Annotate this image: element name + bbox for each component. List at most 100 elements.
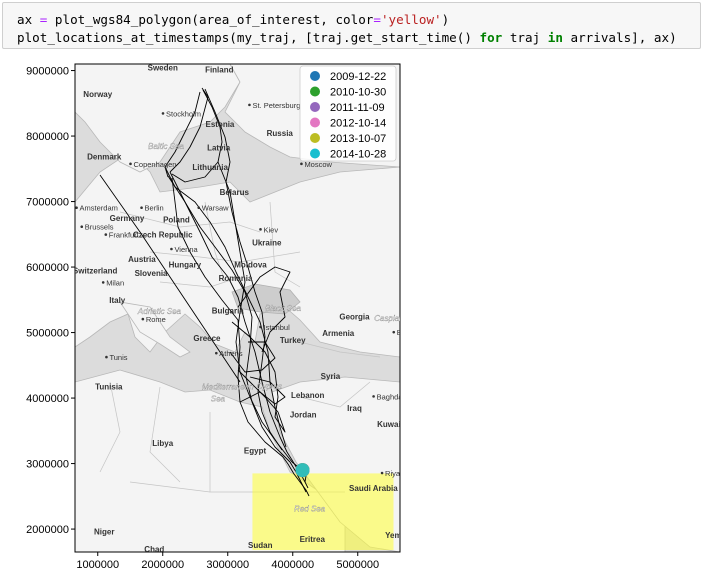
legend-marker (310, 86, 320, 97)
map-label: Jordan (290, 411, 317, 420)
map-label: Belarus (220, 188, 250, 197)
map-label: Russia (267, 129, 294, 138)
city-dot (161, 112, 165, 115)
map-label: Finland (205, 66, 234, 75)
land-italy (119, 301, 191, 358)
y-tick-label: 4000000 (26, 393, 69, 405)
map-label: Greece (193, 334, 221, 343)
map-label: Norway (83, 90, 112, 99)
map-label: St. Petersburg (252, 101, 300, 110)
map-label: Caspian (374, 314, 404, 323)
code-text[interactable]: ax = plot_wgs84_polygon(area_of_interest… (17, 11, 677, 47)
map-label: Amsterdam (80, 204, 118, 213)
map-label: Libya (152, 439, 173, 448)
map-label: Stockholm (166, 109, 201, 118)
map-label: Yemen (385, 531, 411, 540)
map-label: Athens (219, 349, 243, 358)
map-label: Estonia (205, 120, 234, 129)
map-label: Rome (146, 315, 166, 324)
y-axis: 9000000 8000000 7000000 6000000 5000000 40000… (26, 66, 75, 536)
map-label: Niger (94, 527, 114, 536)
map-label: Kuwait (377, 420, 404, 429)
x-tick-label: 1000000 (76, 559, 119, 571)
city-dot (80, 225, 84, 229)
x-tick-label: 5000000 (336, 559, 379, 571)
map-label: Brussels (85, 223, 114, 232)
map-label: Baltic Sea (148, 142, 185, 151)
city-dot (215, 351, 218, 355)
city-dot (101, 281, 105, 284)
city-dot (300, 162, 303, 166)
city-dot (141, 317, 145, 321)
area-of-interest (252, 473, 394, 551)
map-label: Copenhagen (134, 160, 177, 169)
map-label: Black Sea (265, 304, 302, 313)
legend-frame (299, 65, 397, 162)
y-tick-label: 7000000 (26, 197, 69, 209)
city-dot (104, 233, 108, 236)
map-label: Moscow (304, 160, 332, 169)
map-label: Slovenia (135, 269, 168, 278)
map-label: Sweden (148, 64, 178, 73)
city-dot (392, 330, 396, 334)
map-label: Kiev (264, 225, 279, 234)
start-point-2014-10-28 (295, 463, 310, 478)
map-label: Germany (110, 214, 145, 223)
map-label: Riyadh (385, 469, 408, 478)
map-label: Mediterranean (202, 383, 254, 392)
map-label: Iraq (347, 404, 362, 413)
x-axis: 1000000 2000000 3000000 4000000 5000000 (76, 552, 379, 571)
map-label: Warsaw (202, 204, 229, 213)
x-tick-label: 3000000 (206, 559, 249, 571)
legend-label: 2010-10-30 (330, 87, 386, 99)
legend-label: 2011-11-09 (330, 102, 385, 114)
map-label: Chad (144, 545, 164, 554)
map-label: Hungary (169, 261, 202, 270)
map-label: Berlin (145, 204, 164, 213)
map-label: Tunis (109, 353, 127, 362)
map-label: Lithuania (192, 163, 228, 172)
map-label: Baku (397, 328, 414, 337)
cell-output: Sweden Finland Norway Stockholm St. Petersbu… (0, 52, 703, 583)
map-label: Italy (109, 296, 126, 305)
legend-marker (310, 133, 320, 143)
city-dot (248, 103, 251, 107)
map-label: Lebanon (291, 391, 324, 400)
map-label: Moldova (234, 261, 267, 270)
plot-axes-frame (74, 63, 401, 553)
city-dot (197, 206, 201, 210)
map-label: Denmark (87, 153, 122, 162)
y-tick-label: 5000000 (26, 328, 69, 340)
map-label: Switzerland (73, 267, 118, 276)
city-dot (372, 395, 375, 398)
map-label: Saudi Arabia (349, 484, 398, 493)
legend-label: 2014-10-28 (330, 149, 386, 161)
map-label: Romania (219, 274, 253, 283)
start-time-markers (295, 463, 310, 478)
map-plot: Sweden Finland Norway Stockholm St. Petersbu… (26, 63, 414, 571)
map-label: Tunisia (95, 383, 123, 392)
map-label: Latvia (207, 143, 231, 152)
map-label: Red Sea (294, 504, 326, 513)
legend-label: 2013-10-07 (330, 133, 386, 145)
x-tick-label: 4000000 (271, 559, 314, 571)
y-tick-label: 6000000 (26, 262, 69, 274)
map-label: Sea (211, 394, 226, 403)
y-tick-label: 3000000 (26, 459, 69, 471)
city-dot (170, 247, 173, 251)
city-dot (75, 206, 78, 210)
city-dot (259, 325, 262, 329)
legend-marker (310, 102, 320, 112)
city-dot (140, 206, 143, 210)
map-label: Egypt (244, 447, 267, 456)
y-tick-label: 2000000 (26, 524, 69, 536)
city-dot (380, 471, 384, 475)
map-label: Poland (163, 216, 190, 225)
legend-marker (310, 148, 320, 159)
map-label: Ukraine (252, 238, 282, 247)
code-cell[interactable]: ax = plot_wgs84_polygon(area_of_interest… (2, 2, 701, 49)
legend: 2009-12-22 2010-10-30 2011-11-09 2012-10-14… (299, 65, 397, 162)
legend-label: 2012-10-14 (330, 118, 386, 130)
map-label: Armenia (322, 329, 355, 338)
map-label: Syria (321, 372, 341, 381)
